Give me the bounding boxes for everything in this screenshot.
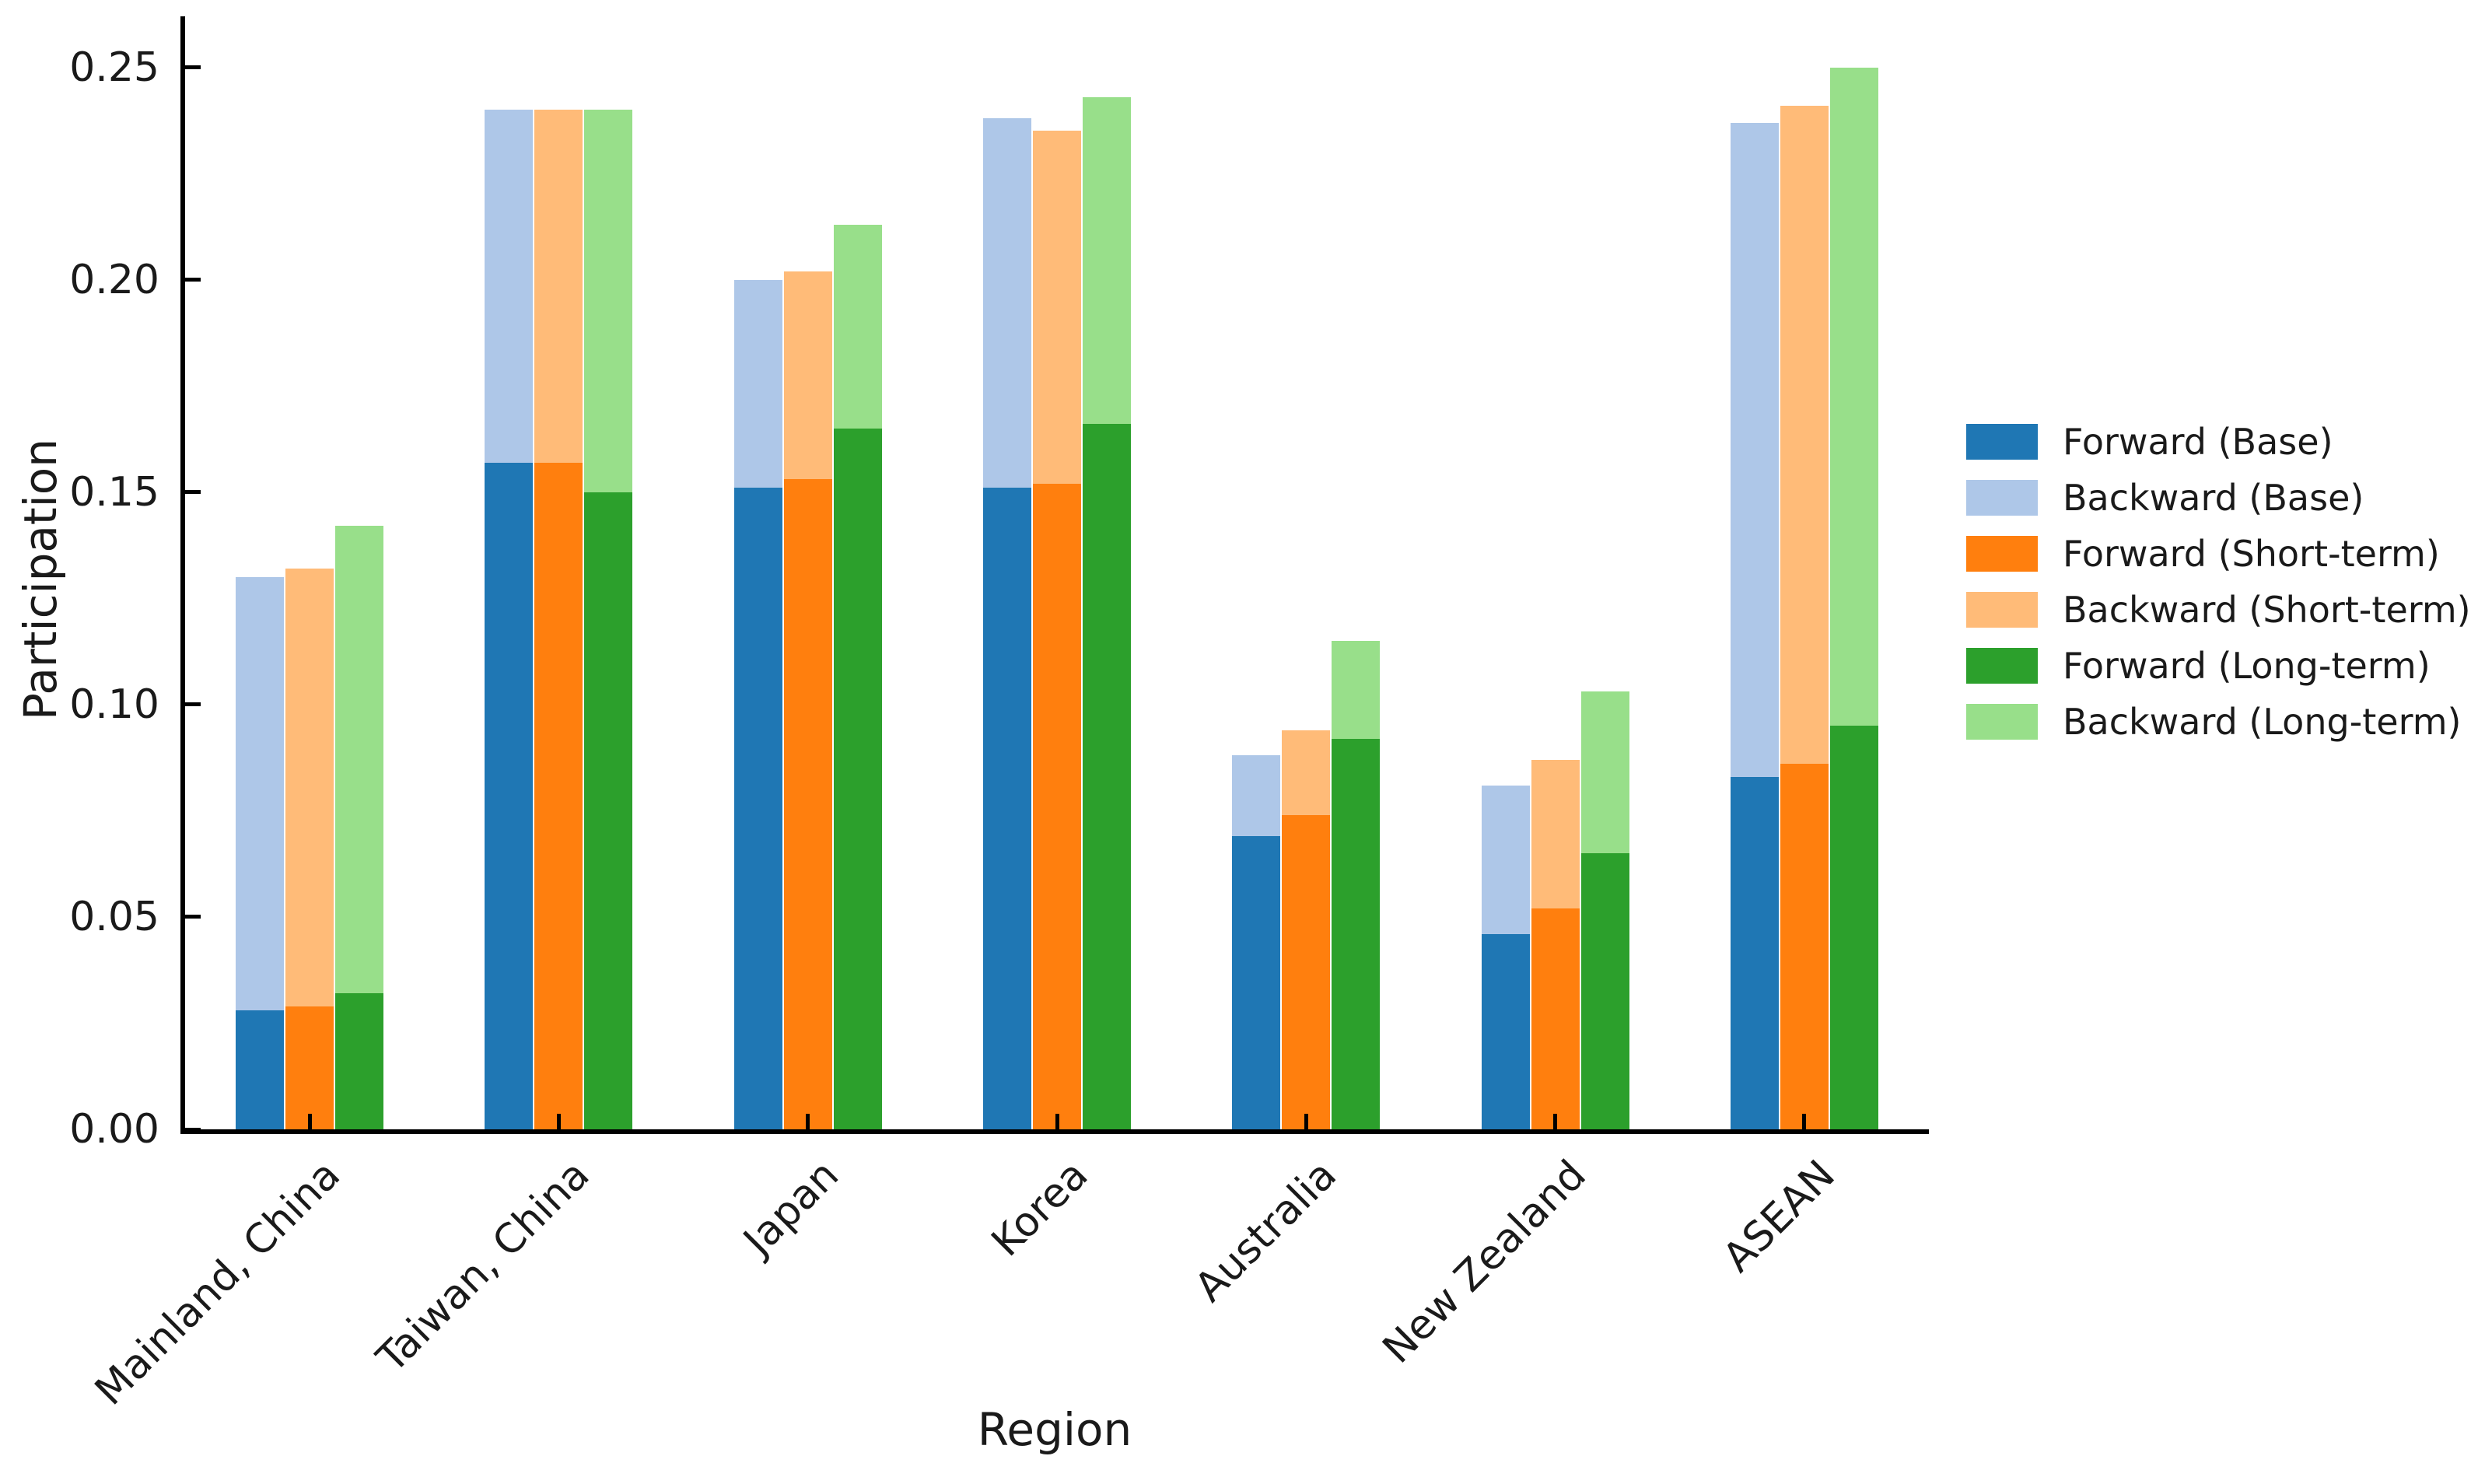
bar-forward-long-term-new-zealand	[1580, 852, 1629, 1129]
legend-label: Forward (Base)	[2063, 421, 2333, 463]
bar-forward-long-term-korea	[1083, 424, 1131, 1129]
x-tick-mark	[556, 1114, 561, 1129]
x-tick-label-asean: ASEAN	[1714, 1151, 1844, 1282]
x-tick-label-australia: Australia	[1186, 1151, 1346, 1311]
x-tick-mark	[806, 1114, 810, 1129]
bar-forward-short-term-australia	[1282, 814, 1331, 1129]
bar-backward-long-term-asean	[1829, 67, 1878, 726]
bar-backward-short-term-asean	[1780, 105, 1829, 765]
y-axis-title: Participation	[14, 438, 67, 721]
bar-backward-base-new-zealand	[1481, 785, 1530, 934]
x-tick-mark	[1802, 1114, 1807, 1129]
y-tick-label: 0.00	[69, 1106, 159, 1153]
x-tick-label-korea: Korea	[982, 1151, 1097, 1266]
y-tick-mark	[185, 915, 201, 919]
x-axis-title: Region	[977, 1403, 1132, 1456]
bar-backward-long-term-japan	[833, 224, 882, 429]
plot-area	[180, 16, 1929, 1134]
y-tick-mark	[185, 278, 201, 282]
legend-item-forward-short-term: Forward (Short-term)	[1966, 536, 2471, 572]
bar-forward-long-term-taiwan-china	[584, 492, 633, 1129]
bar-backward-long-term-mainland-china	[335, 526, 384, 994]
bar-backward-base-japan	[733, 279, 782, 488]
bar-backward-short-term-korea	[1033, 131, 1081, 484]
bar-backward-short-term-taiwan-china	[534, 110, 583, 463]
bar-forward-long-term-australia	[1332, 738, 1381, 1129]
legend-swatch-forward-base	[1966, 424, 2038, 460]
bar-forward-short-term-korea	[1033, 483, 1081, 1129]
legend-label: Forward (Short-term)	[2063, 533, 2440, 575]
x-tick-label-new-zealand: New Zealand	[1374, 1151, 1595, 1373]
bar-backward-short-term-mainland-china	[285, 569, 334, 1006]
x-tick-mark	[1304, 1114, 1308, 1129]
legend-label: Forward (Long-term)	[2063, 645, 2431, 687]
bar-backward-short-term-new-zealand	[1531, 759, 1580, 908]
x-tick-label-taiwan-china: Taiwan, China	[368, 1151, 599, 1382]
bar-backward-base-mainland-china	[236, 576, 285, 1011]
bar-backward-short-term-japan	[783, 271, 832, 480]
bar-forward-base-taiwan-china	[485, 462, 534, 1129]
bar-forward-base-asean	[1730, 776, 1779, 1129]
bar-backward-base-asean	[1730, 122, 1779, 777]
y-tick-mark	[185, 702, 201, 707]
bar-forward-short-term-mainland-china	[285, 1006, 334, 1129]
y-tick-label: 0.15	[69, 468, 159, 516]
y-tick-label: 0.20	[69, 256, 159, 303]
bar-forward-base-australia	[1232, 836, 1281, 1129]
bar-forward-base-new-zealand	[1481, 933, 1530, 1129]
legend-item-forward-long-term: Forward (Long-term)	[1966, 648, 2471, 684]
y-tick-mark	[185, 1127, 201, 1132]
x-tick-mark	[307, 1114, 312, 1129]
legend-item-backward-base: Backward (Base)	[1966, 480, 2471, 516]
y-tick-label: 0.25	[69, 44, 159, 91]
bar-backward-short-term-australia	[1282, 730, 1331, 815]
legend-item-backward-long-term: Backward (Long-term)	[1966, 704, 2471, 740]
bar-forward-long-term-japan	[833, 428, 882, 1129]
legend-label: Backward (Long-term)	[2063, 701, 2462, 743]
legend-label: Backward (Base)	[2063, 477, 2364, 519]
bar-forward-base-japan	[733, 488, 782, 1129]
bar-backward-base-korea	[983, 118, 1031, 488]
legend: Forward (Base) Backward (Base) Forward (Sh…	[1966, 424, 2471, 760]
bar-backward-base-taiwan-china	[485, 110, 534, 463]
legend-swatch-forward-long-term	[1966, 648, 2038, 684]
legend-swatch-forward-short-term	[1966, 536, 2038, 572]
y-tick-mark	[185, 490, 201, 495]
bar-forward-long-term-mainland-china	[335, 993, 384, 1129]
bar-backward-long-term-new-zealand	[1580, 691, 1629, 853]
x-tick-mark	[1055, 1114, 1059, 1129]
bar-forward-short-term-japan	[783, 479, 832, 1129]
bar-forward-base-mainland-china	[236, 1010, 285, 1129]
legend-label: Backward (Short-term)	[2063, 589, 2471, 631]
bar-backward-long-term-taiwan-china	[584, 110, 633, 492]
legend-item-backward-short-term: Backward (Short-term)	[1966, 592, 2471, 628]
x-tick-mark	[1553, 1114, 1558, 1129]
x-tick-label-japan: Japan	[734, 1151, 848, 1265]
bar-forward-base-korea	[983, 488, 1031, 1129]
bar-forward-short-term-new-zealand	[1531, 908, 1580, 1129]
bar-backward-long-term-korea	[1083, 96, 1131, 425]
x-tick-label-mainland-china: Mainland, China	[86, 1151, 350, 1415]
bar-backward-long-term-australia	[1332, 640, 1381, 739]
bar-forward-long-term-asean	[1829, 726, 1878, 1129]
bar-forward-short-term-taiwan-china	[534, 462, 583, 1129]
legend-swatch-backward-short-term	[1966, 592, 2038, 628]
bar-forward-short-term-asean	[1780, 764, 1829, 1129]
y-tick-mark	[185, 65, 201, 70]
y-tick-label: 0.05	[69, 893, 159, 940]
y-tick-label: 0.10	[69, 681, 159, 728]
legend-swatch-backward-base	[1966, 480, 2038, 516]
legend-swatch-backward-long-term	[1966, 704, 2038, 740]
bar-backward-base-australia	[1232, 755, 1281, 837]
legend-item-forward-base: Forward (Base)	[1966, 424, 2471, 460]
